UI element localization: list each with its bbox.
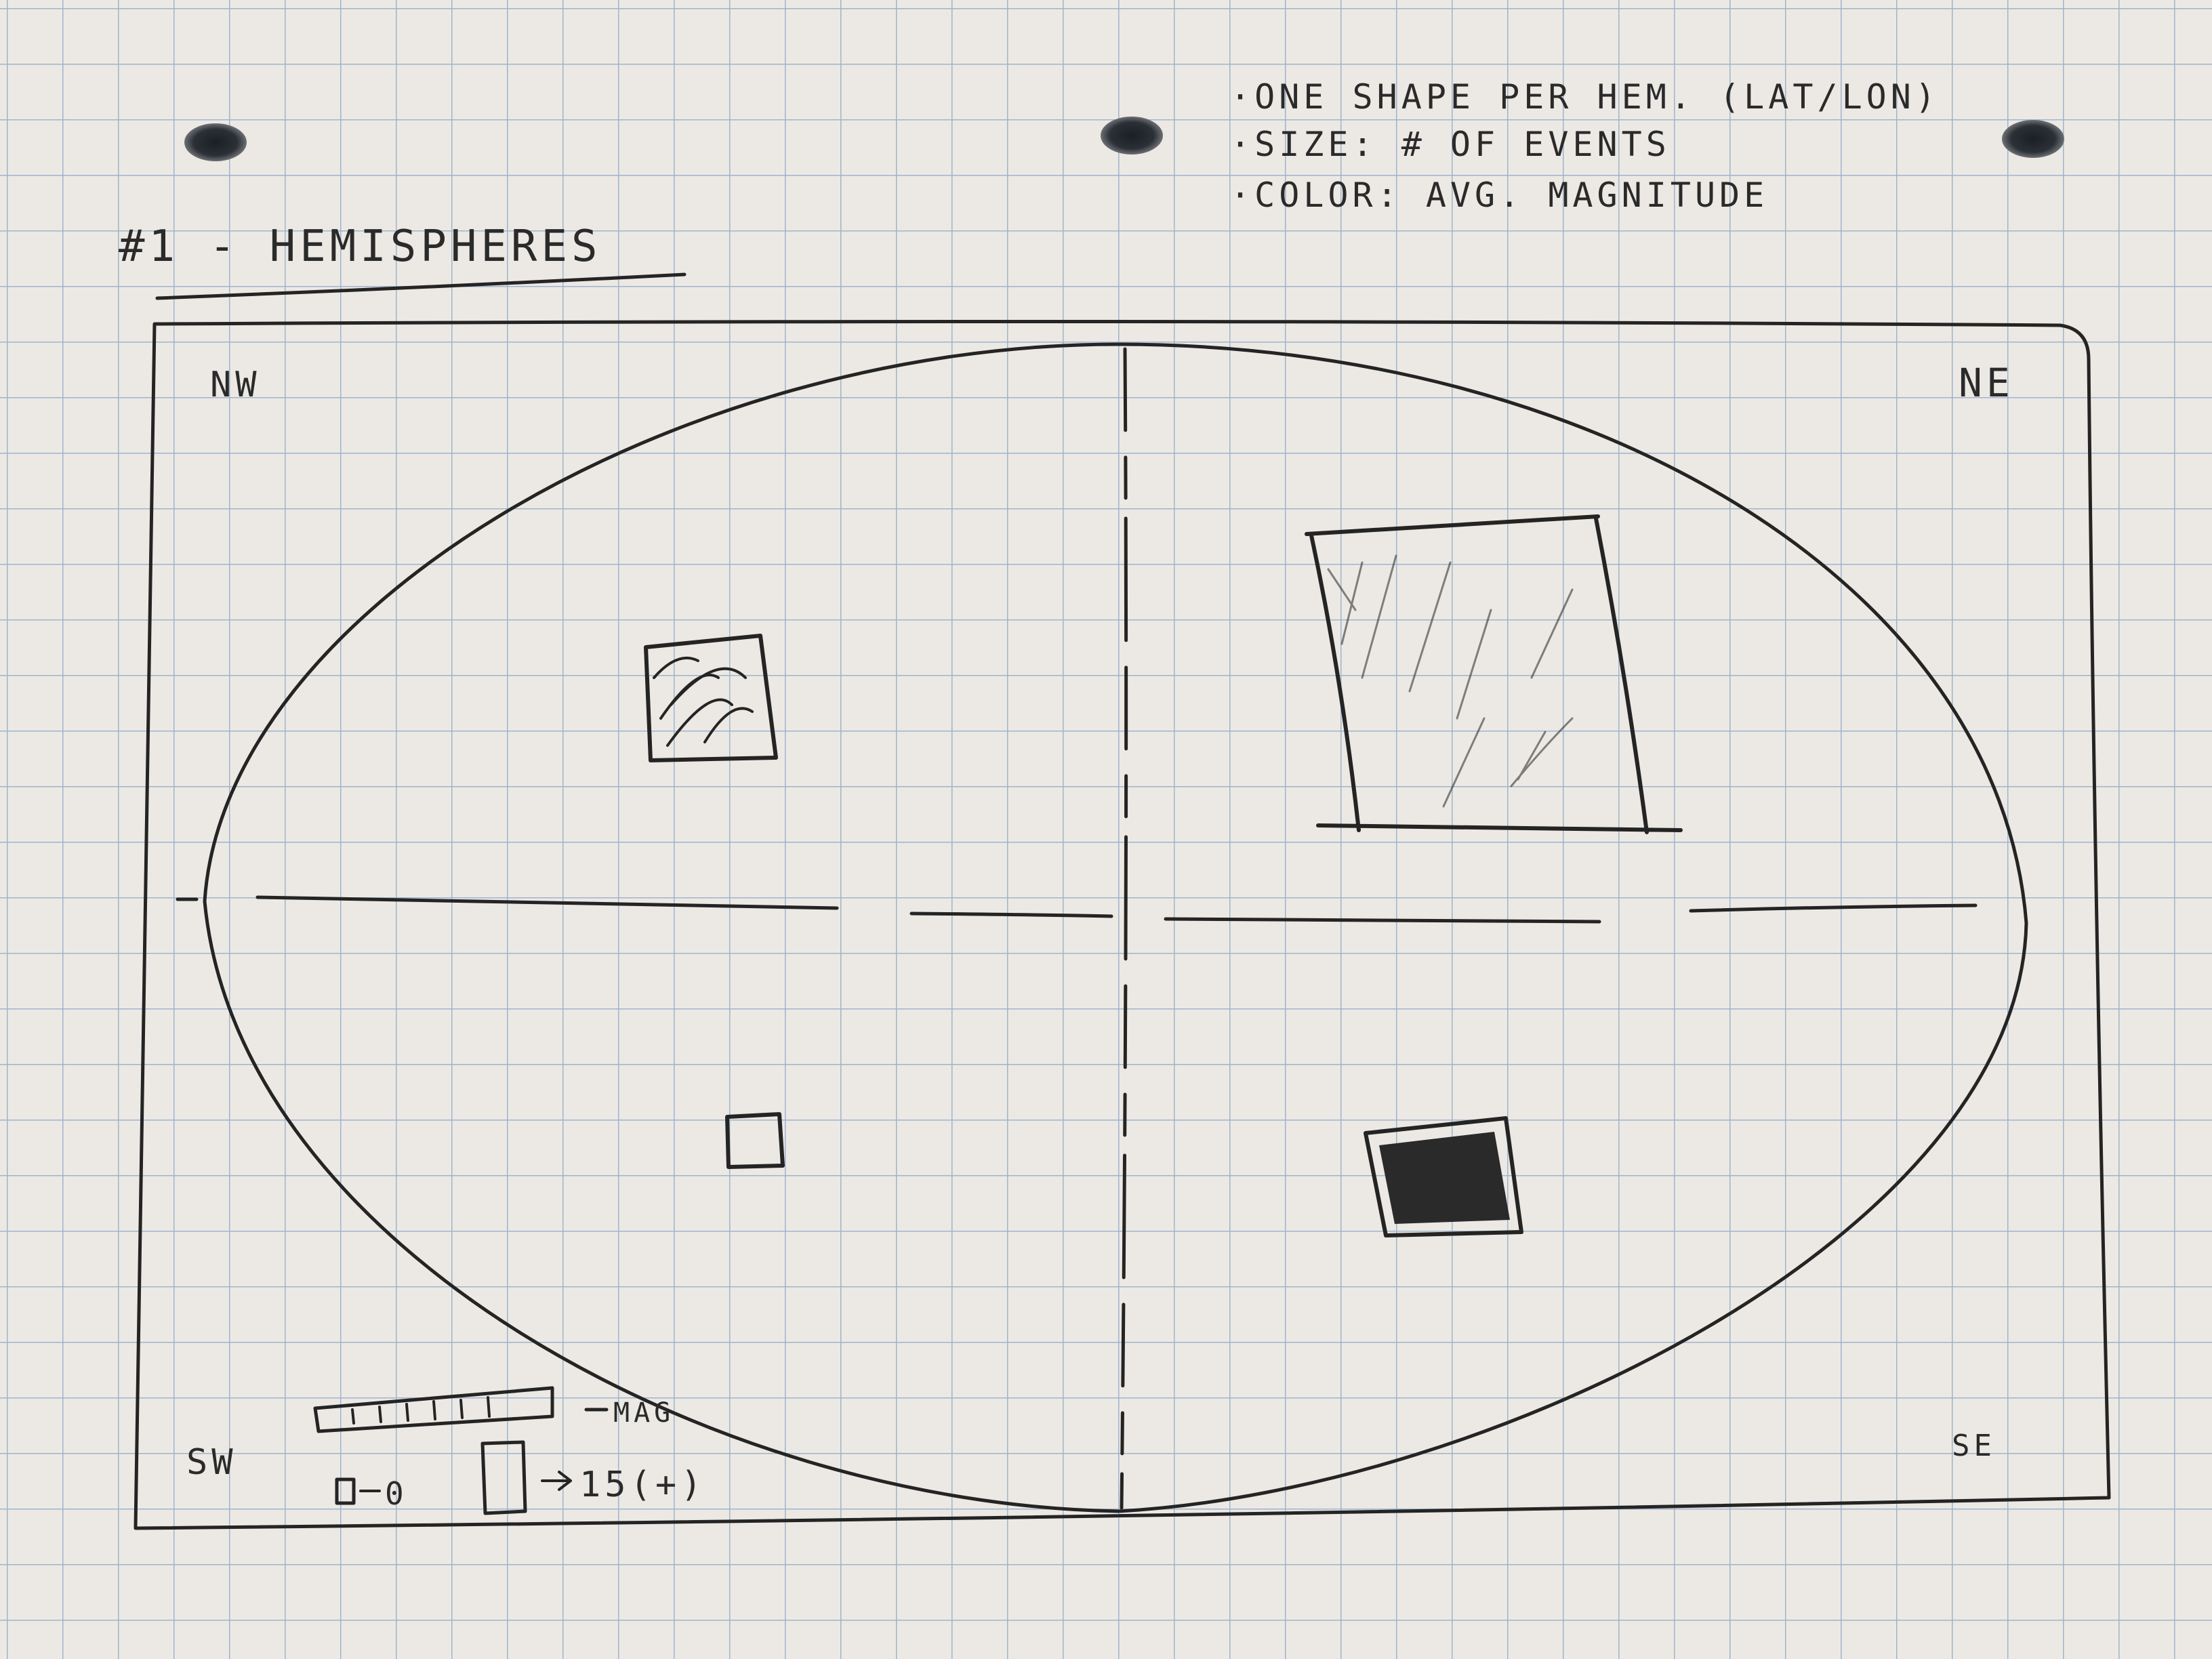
sketch-title: #1 - HEMISPHERES xyxy=(119,222,602,272)
legend: MAG 0 15(+) xyxy=(313,1386,706,1515)
size-legend-small-label: 0 xyxy=(385,1475,408,1512)
quadrant-label-nw: NW xyxy=(210,365,261,405)
binder-hole xyxy=(1101,117,1163,155)
size-legend-small-square xyxy=(335,1477,356,1505)
design-notes: ·ONE SHAPE PER HEM. (LAT/LON) ·SIZE: # O… xyxy=(1230,77,1940,215)
marker-nw xyxy=(644,634,778,762)
quadrant-label-se: SE xyxy=(1952,1429,1996,1463)
size-legend-large-square xyxy=(480,1440,527,1515)
map-frame xyxy=(134,319,2111,1530)
note-line: ·SIZE: # OF EVENTS xyxy=(1230,125,1671,164)
note-line: ·COLOR: AVG. MAGNITUDE xyxy=(1230,176,1768,215)
binder-hole xyxy=(2002,120,2064,158)
binder-hole xyxy=(184,123,247,161)
color-legend-label: MAG xyxy=(613,1397,674,1429)
size-legend-large-label: 15(+) xyxy=(579,1465,706,1505)
note-line: ·ONE SHAPE PER HEM. (LAT/LON) xyxy=(1230,77,1940,117)
quadrant-label-ne: NE xyxy=(1959,360,2014,406)
quadrant-label-sw: SW xyxy=(186,1442,237,1483)
color-legend-bar xyxy=(313,1386,554,1433)
title-underline xyxy=(155,272,687,300)
marker-ne xyxy=(1305,514,1683,834)
globe-outline xyxy=(203,342,2028,1513)
binder-holes xyxy=(184,117,2064,161)
meridian-line xyxy=(1120,347,1128,1510)
marker-se xyxy=(1364,1116,1523,1237)
marker-sw xyxy=(725,1112,785,1169)
equator-line xyxy=(176,895,1978,924)
marker-se-fill xyxy=(1379,1132,1510,1224)
